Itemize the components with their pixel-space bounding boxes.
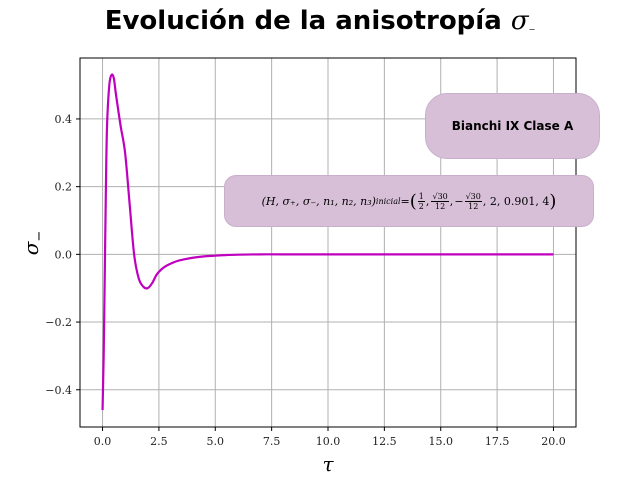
series-layer [101,73,554,411]
y-axis-label: σ− [19,231,47,256]
minus-sign: − [454,194,464,208]
series-line [101,73,554,411]
initial-subscript: inicial [375,196,401,206]
annotation-model-text: Bianchi IX Clase A [451,119,574,133]
ticks: 0.0 2.5 5.0 7.5 10.0 12.5 15.0 17.5 20.0−0.4−0.2… [45,113,565,448]
chart-title-symbol: σ− [510,6,536,36]
equals-sign: = [400,194,410,208]
initial-tail: , 2, 0.901, 4 [482,194,550,208]
y-tick-label: −0.4 [45,384,72,397]
chart-title: Evolución de la anisotropía σ− [0,4,640,47]
initial-vars: (H, σ₊, σ₋, n₁, n₂, n₃) [261,194,376,208]
x-tick-label: 10.0 [316,435,341,448]
fraction-sqrt30-pos: √30 12 [431,191,449,211]
x-tick-label: 2.5 [150,435,168,448]
annotation-box-model: Bianchi IX Clase A [425,93,600,159]
paren-close: ) [549,190,557,212]
x-tick-label: 15.0 [428,435,453,448]
fraction-sqrt30-neg: √30 12 [464,191,482,211]
y-tick-label: 0.0 [55,248,73,261]
x-tick-label: 17.5 [485,435,510,448]
x-tick-label: 7.5 [263,435,281,448]
paren-open: ( [409,190,417,212]
y-tick-label: 0.4 [55,113,73,126]
x-tick-label: 0.0 [94,435,112,448]
x-tick-label: 5.0 [207,435,225,448]
y-tick-label: 0.2 [55,181,73,194]
x-axis-label: τ [322,452,334,476]
annotation-box-initial-conditions: (H, σ₊, σ₋, n₁, n₂, n₃) inicial = (1 2, √3… [224,175,594,227]
x-tick-label: 20.0 [541,435,566,448]
chart-title-text: Evolución de la anisotropía [104,6,502,36]
x-tick-label: 12.5 [372,435,397,448]
y-tick-label: −0.2 [45,316,72,329]
